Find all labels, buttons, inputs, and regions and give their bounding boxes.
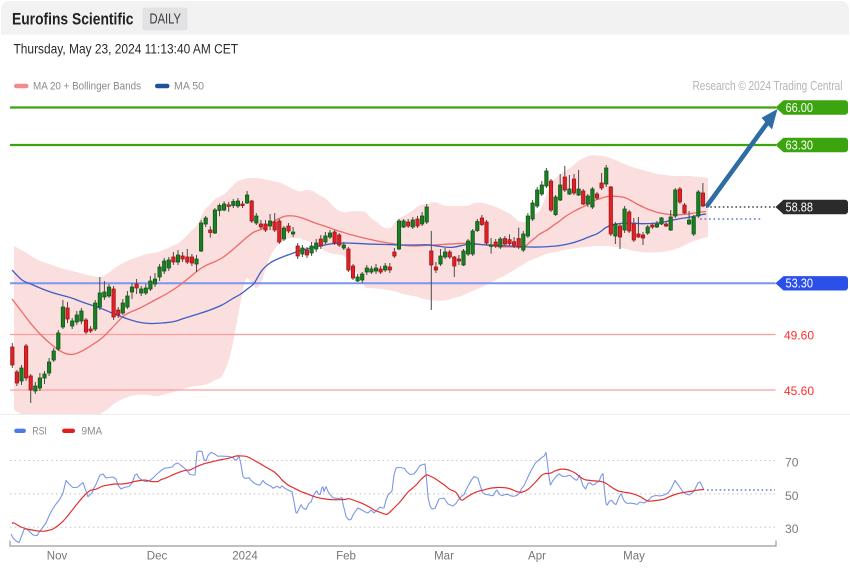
svg-text:DAILY: DAILY <box>150 12 182 28</box>
svg-text:2024: 2024 <box>232 551 258 563</box>
svg-text:Apr: Apr <box>528 551 546 563</box>
svg-text:49.60: 49.60 <box>784 329 814 343</box>
svg-text:May: May <box>623 551 645 563</box>
svg-text:RSI: RSI <box>32 425 47 437</box>
svg-text:66.00: 66.00 <box>786 101 814 115</box>
svg-text:Mar: Mar <box>434 551 454 563</box>
svg-text:Eurofins Scientific: Eurofins Scientific <box>12 10 134 29</box>
svg-text:30: 30 <box>785 522 799 536</box>
svg-text:50: 50 <box>785 489 799 503</box>
svg-text:58.88: 58.88 <box>786 200 814 214</box>
svg-text:63.30: 63.30 <box>786 138 814 152</box>
svg-text:70: 70 <box>785 456 799 470</box>
svg-text:Nov: Nov <box>47 551 68 563</box>
svg-text:45.60: 45.60 <box>784 384 814 398</box>
svg-text:9MA: 9MA <box>82 425 103 437</box>
svg-text:Thursday, May 23, 2024 11:13:4: Thursday, May 23, 2024 11:13:40 AM CET <box>14 41 239 56</box>
svg-text:Feb: Feb <box>336 551 356 563</box>
svg-text:Dec: Dec <box>147 551 168 563</box>
svg-text:Research © 2024 Trading Centra: Research © 2024 Trading Central <box>693 78 843 93</box>
svg-text:53.30: 53.30 <box>786 277 814 291</box>
svg-text:MA 20 + Bollinger Bands: MA 20 + Bollinger Bands <box>33 81 141 93</box>
svg-text:MA 50: MA 50 <box>174 81 204 93</box>
